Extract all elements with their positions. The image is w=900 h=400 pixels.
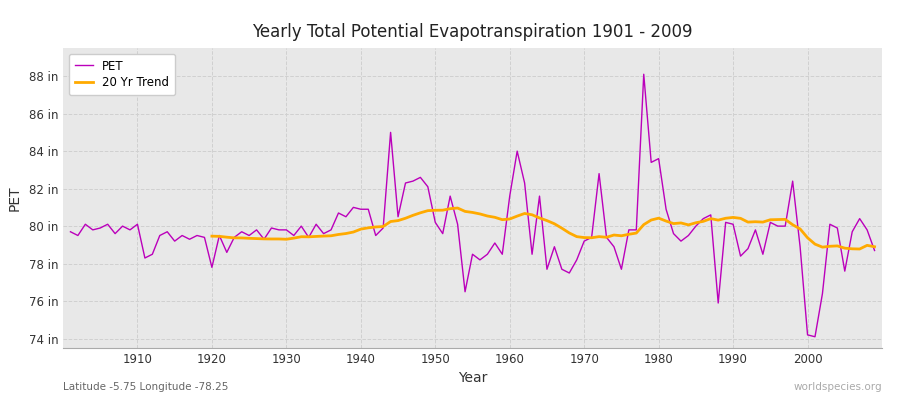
PET	[65, 229, 76, 234]
20 Yr Trend	[408, 213, 418, 218]
20 Yr Trend	[847, 246, 858, 251]
20 Yr Trend	[779, 217, 790, 222]
PET	[869, 248, 880, 253]
PET	[497, 252, 508, 257]
20 Yr Trend	[296, 234, 307, 239]
20 Yr Trend	[869, 244, 880, 249]
Legend: PET, 20 Yr Trend: PET, 20 Yr Trend	[69, 54, 175, 95]
Title: Yearly Total Potential Evapotranspiration 1901 - 2009: Yearly Total Potential Evapotranspiratio…	[252, 23, 693, 41]
20 Yr Trend	[765, 217, 776, 222]
PET	[594, 171, 605, 176]
PET	[810, 334, 821, 339]
PET	[638, 72, 649, 77]
Line: 20 Yr Trend: 20 Yr Trend	[212, 208, 875, 249]
PET	[124, 228, 135, 232]
PET	[288, 233, 299, 238]
Text: worldspecies.org: worldspecies.org	[794, 382, 882, 392]
20 Yr Trend	[452, 206, 463, 210]
20 Yr Trend	[206, 234, 217, 238]
X-axis label: Year: Year	[458, 372, 487, 386]
PET	[333, 210, 344, 215]
Text: Latitude -5.75 Longitude -78.25: Latitude -5.75 Longitude -78.25	[63, 382, 229, 392]
20 Yr Trend	[676, 220, 687, 225]
PET	[504, 194, 515, 198]
20 Yr Trend	[854, 246, 865, 251]
Line: PET: PET	[70, 74, 875, 337]
Y-axis label: PET: PET	[7, 185, 22, 211]
